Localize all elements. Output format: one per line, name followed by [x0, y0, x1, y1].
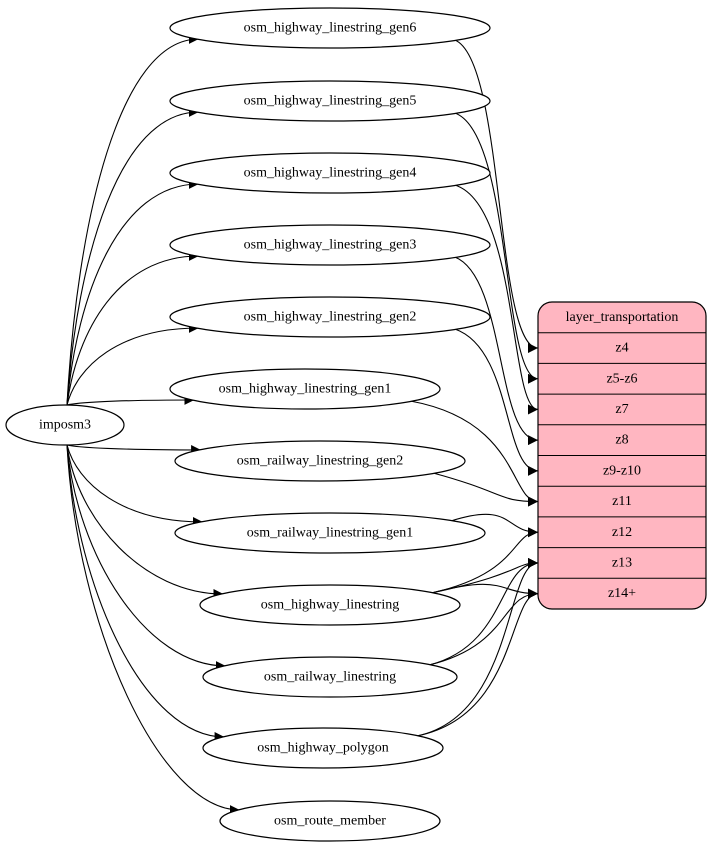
record-row-z7: z7 — [615, 402, 628, 417]
edge-imposm3-gen3 — [66, 251, 199, 406]
record-row-z14+: z14+ — [608, 586, 636, 601]
edge-hp-z13 — [416, 557, 539, 737]
nodes: imposm3 osm_highway_linestring_gen6 osm_h… — [5, 7, 491, 842]
node-label: osm_highway_linestring_gen5 — [244, 94, 417, 109]
node-gen2[interactable]: osm_highway_linestring_gen2 — [169, 296, 491, 338]
edge-hl-z12 — [431, 527, 539, 594]
record-row-z12: z12 — [612, 525, 632, 540]
edge-imposm3-gen2 — [66, 323, 199, 406]
record-row-z11: z11 — [612, 494, 632, 509]
record-row-z13: z13 — [612, 555, 632, 570]
node-label: imposm3 — [39, 418, 91, 433]
node-hp[interactable]: osm_highway_polygon — [202, 727, 444, 769]
record-row-z9-z10: z9-z10 — [603, 463, 641, 478]
edge-imposm3-rgen2 — [66, 444, 202, 455]
node-rgen1[interactable]: osm_railway_linestring_gen1 — [174, 512, 486, 554]
layer-transportation-record[interactable]: layer_transportation z4 z5-z6 z7 z8 z9-z10 z11… — [537, 301, 707, 610]
edge-imposm3-rm — [66, 444, 240, 815]
record-row-z5-z6: z5-z6 — [606, 371, 637, 386]
node-rl[interactable]: osm_railway_linestring — [202, 656, 458, 698]
node-label: osm_highway_linestring_gen6 — [244, 21, 417, 36]
node-label: osm_railway_linestring_gen1 — [247, 526, 413, 541]
node-label: osm_highway_linestring_gen3 — [244, 238, 417, 253]
record-row-z4: z4 — [615, 341, 628, 356]
edge-gen4-z7 — [454, 184, 539, 415]
edge-gen2-z9-z10 — [454, 328, 539, 476]
node-rm[interactable]: osm_route_member — [219, 800, 441, 842]
node-gen1[interactable]: osm_highway_linestring_gen1 — [169, 368, 441, 410]
node-rgen2[interactable]: osm_railway_linestring_gen2 — [174, 440, 466, 482]
record-row-z8: z8 — [615, 433, 628, 448]
record-title: layer_transportation — [566, 310, 679, 325]
edge-imposm3-rl — [66, 444, 226, 671]
edge-rgen2-z11 — [432, 472, 539, 507]
node-label: osm_highway_linestring — [261, 598, 399, 613]
node-label: osm_highway_linestring_gen4 — [244, 166, 417, 181]
edge-imposm3-gen6 — [66, 34, 199, 406]
edge-imposm3-rgen1 — [66, 444, 203, 527]
edge-gen3-z8 — [454, 256, 539, 446]
node-label: osm_railway_linestring_gen2 — [237, 454, 403, 469]
node-gen4[interactable]: osm_highway_linestring_gen4 — [169, 152, 491, 194]
edge-hl-z14+ — [431, 583, 539, 599]
edges — [66, 34, 539, 815]
edge-gen6-z4 — [454, 39, 539, 353]
edge-imposm3-hl — [66, 444, 224, 599]
edge-rl-z13 — [428, 557, 539, 666]
edge-imposm3-gen5 — [66, 107, 199, 406]
node-label: osm_highway_polygon — [257, 741, 388, 756]
edge-imposm3-gen1 — [66, 395, 195, 406]
node-gen5[interactable]: osm_highway_linestring_gen5 — [169, 80, 491, 122]
node-hl[interactable]: osm_highway_linestring — [199, 584, 461, 626]
edge-hp-z14+ — [416, 588, 539, 737]
node-label: osm_railway_linestring — [264, 670, 396, 685]
node-label: osm_highway_linestring_gen2 — [244, 310, 417, 325]
edge-imposm3-hp — [66, 444, 225, 742]
edge-rl-z14+ — [428, 588, 539, 666]
edge-imposm3-gen4 — [66, 179, 199, 406]
node-label: osm_highway_linestring_gen1 — [219, 382, 392, 397]
node-gen3[interactable]: osm_highway_linestring_gen3 — [169, 224, 491, 266]
edge-gen5-z5-z6 — [454, 112, 539, 384]
node-imposm3[interactable]: imposm3 — [5, 404, 125, 446]
node-label: osm_route_member — [274, 814, 386, 829]
node-gen6[interactable]: osm_highway_linestring_gen6 — [169, 7, 491, 49]
